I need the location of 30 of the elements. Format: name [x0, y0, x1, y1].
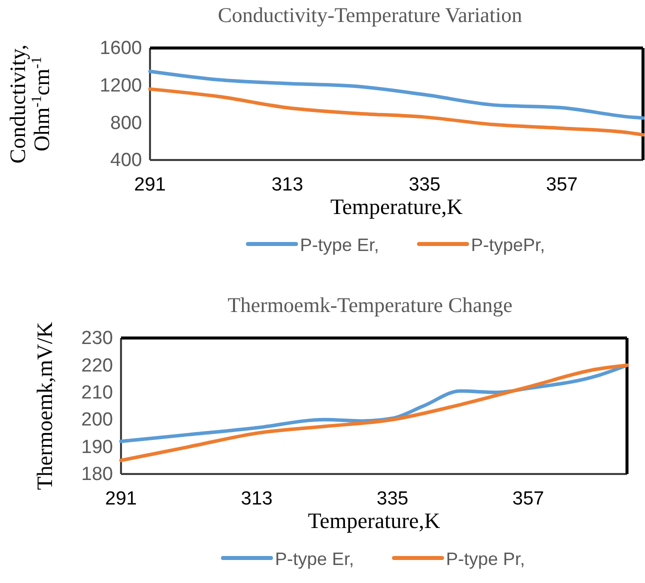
x-axis-title: Temperature,K: [330, 194, 463, 219]
x-tick-label: 335: [408, 174, 440, 196]
x-tick-label: 313: [240, 488, 273, 510]
x-tick-label: 313: [271, 174, 304, 196]
y-tick-label: 210: [81, 382, 113, 404]
x-tick-label: 335: [376, 488, 408, 510]
y-tick-label: 180: [81, 464, 113, 486]
y-tick-label: 220: [81, 355, 113, 376]
y-tick-label: 800: [110, 112, 142, 134]
y-tick-label: 400: [110, 150, 142, 172]
y-tick-label: 1600: [100, 38, 142, 60]
y-tick-label: 200: [81, 410, 113, 431]
x-tick-label: 357: [546, 174, 578, 196]
legend-label: P-type Pr,: [446, 549, 526, 569]
chart-title: Conductivity-Temperature Variation: [218, 3, 523, 27]
line-series: [148, 70, 645, 120]
chart-title: Thermoemk-Temperature Change: [228, 293, 512, 317]
line-series: [148, 87, 645, 137]
x-tick-label: 291: [134, 174, 166, 196]
y-axis-title: Thermoemk,mV/K: [32, 322, 57, 490]
legend-label: P-type Er,: [300, 235, 379, 255]
legend-label: P-typePr,: [471, 235, 546, 255]
x-tick-label: 291: [105, 488, 137, 510]
x-tick-label: 357: [512, 488, 544, 510]
line-series: [119, 363, 629, 462]
y-tick-label: 1200: [100, 75, 142, 96]
y-tick-label: 230: [81, 328, 113, 350]
x-axis-title: Temperature,K: [308, 508, 440, 533]
y-tick-label: 190: [81, 436, 113, 458]
legend-label: P-type Er,: [274, 549, 354, 569]
